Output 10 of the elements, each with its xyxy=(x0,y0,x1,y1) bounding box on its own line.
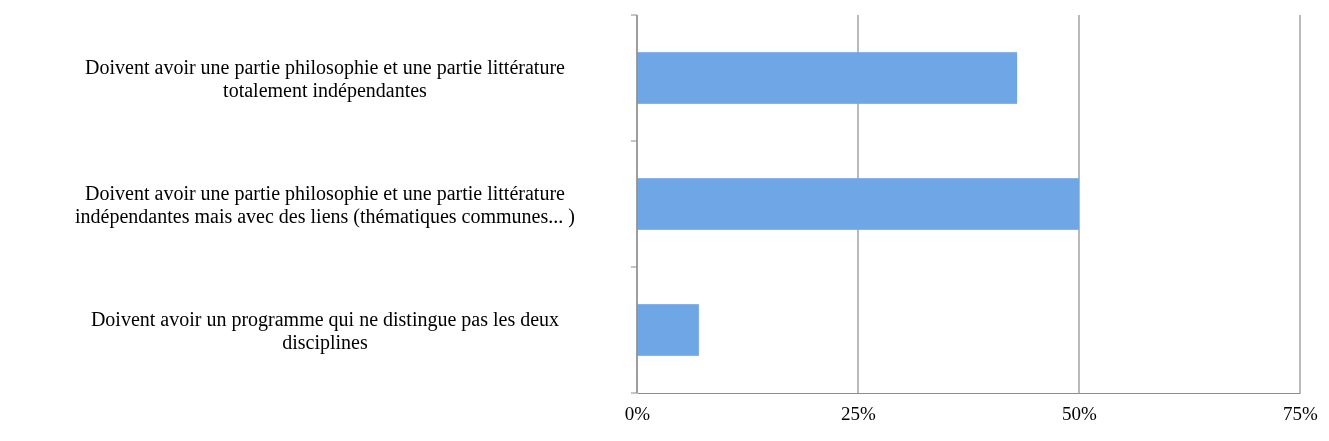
bar xyxy=(637,304,699,356)
x-tick-label: 0% xyxy=(624,403,651,425)
y-tick-label: Doivent avoir une partie philosophie et une partie littérature totalement indépendantes xyxy=(85,55,566,102)
y-tick-label: Doivent avoir une partie philosophie et une partie littérature indépendantes mais avec des liens (thématiques communes... ) xyxy=(75,181,575,228)
y-tick-label: Doivent avoir un programme qui ne distingue pas les deux disciplines xyxy=(90,307,560,354)
x-tick-label: 75% xyxy=(1283,403,1319,425)
bar xyxy=(637,178,1079,230)
bar xyxy=(637,52,1018,104)
x-tick-label: 50% xyxy=(1062,403,1098,425)
x-tick-label: 25% xyxy=(841,403,877,425)
